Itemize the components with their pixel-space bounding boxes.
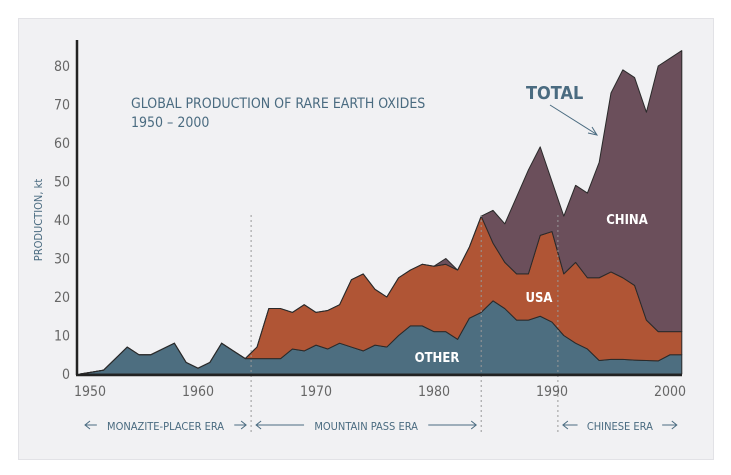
y-tick-label: 60 <box>54 136 70 152</box>
era-arrowhead-left <box>255 420 262 430</box>
y-tick-label: 40 <box>54 213 70 229</box>
era-arrowhead-right <box>671 420 678 430</box>
y-tick-label: 0 <box>62 367 70 383</box>
series-label-china: CHINA <box>606 213 648 228</box>
era-label: MONAZITE-PLACER ERA <box>107 420 224 433</box>
chart-title: GLOBAL PRODUCTION OF RARE EARTH OXIDES <box>131 96 425 112</box>
area-china <box>79 50 683 375</box>
y-tick-label: 80 <box>54 59 70 75</box>
y-axis-label: PRODUCTION, kt <box>32 179 45 262</box>
series-label-other: OTHER <box>415 351 460 366</box>
y-tick-label: 30 <box>54 252 70 268</box>
total-annotation: TOTAL <box>526 83 583 104</box>
series-label-usa: USA <box>526 291 553 306</box>
y-tick-label: 50 <box>54 175 70 191</box>
y-tick-label: 20 <box>54 290 70 306</box>
era-arrowhead-right <box>470 420 478 430</box>
x-tick-label: 1960 <box>182 384 214 400</box>
y-tick-label: 10 <box>54 329 70 345</box>
chart-subtitle: 1950 – 2000 <box>131 115 209 131</box>
y-tick-label: 70 <box>54 98 70 114</box>
x-tick-label: 1950 <box>74 384 106 400</box>
total-arrow-head <box>587 126 599 136</box>
era-arrowhead-left <box>84 420 91 430</box>
x-tick-label: 1970 <box>300 384 332 400</box>
era-arrowhead-left <box>562 420 569 430</box>
x-tick-label: 2000 <box>654 384 686 400</box>
era-label: CHINESE ERA <box>587 420 653 433</box>
era-arrowhead-right <box>240 420 247 430</box>
x-tick-label: 1980 <box>418 384 450 400</box>
era-label: MOUNTAIN PASS ERA <box>314 420 418 433</box>
total-arrow <box>549 104 597 135</box>
x-tick-label: 1990 <box>536 384 568 400</box>
